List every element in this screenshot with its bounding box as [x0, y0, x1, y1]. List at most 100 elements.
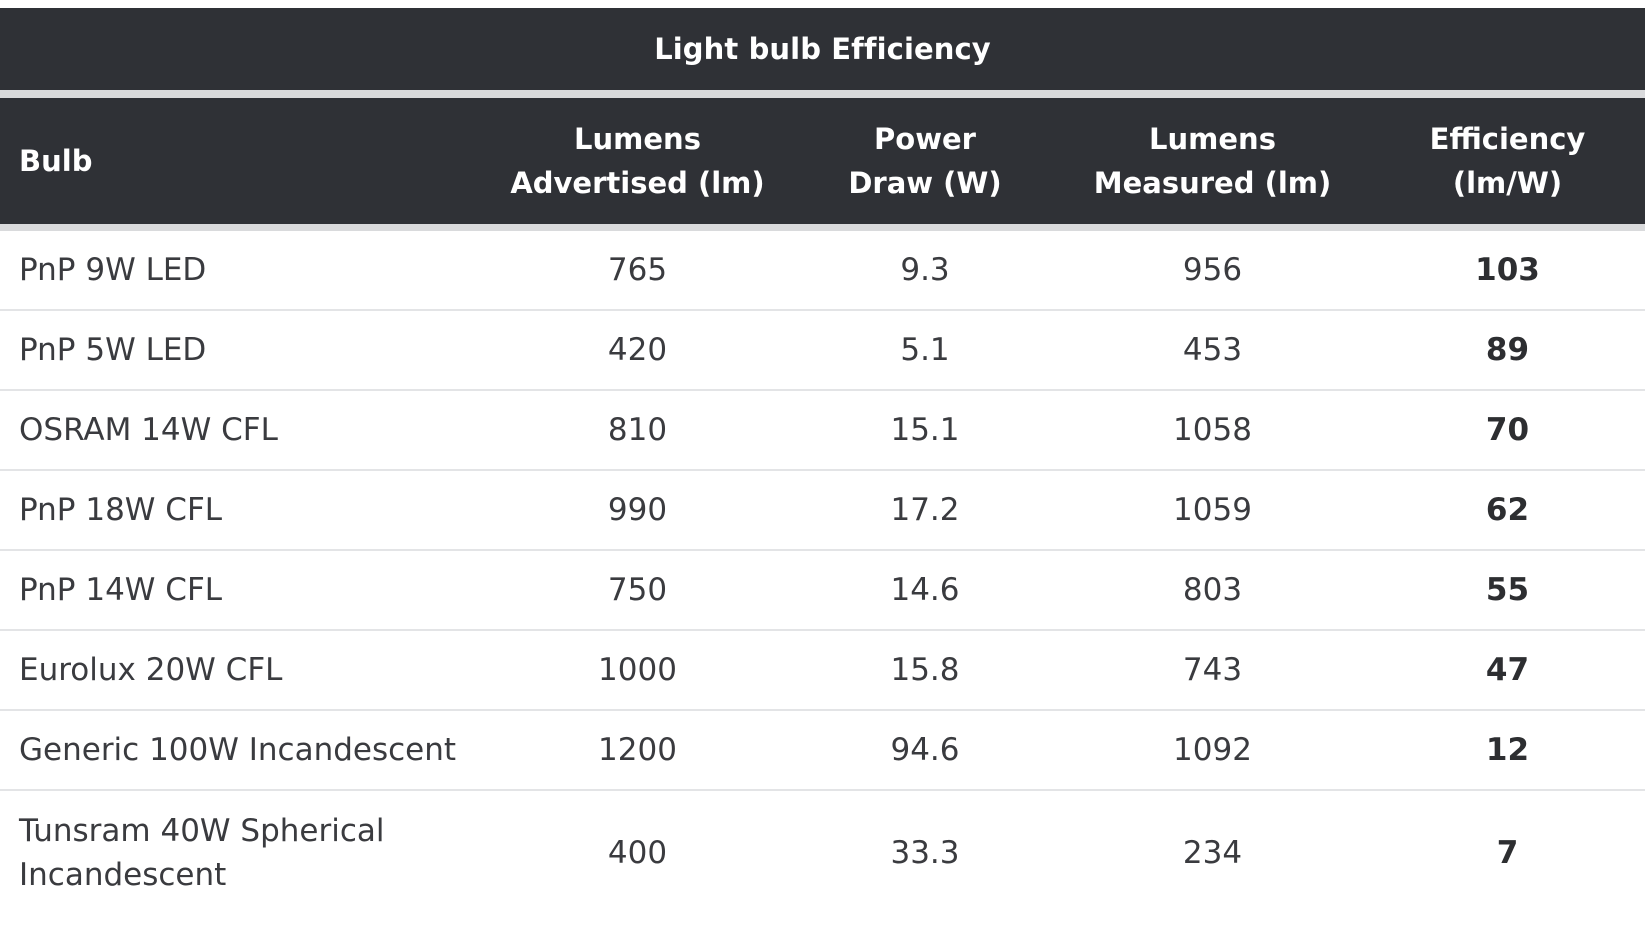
table-header-row: Bulb Lumens Advertised (lm) Power Draw (…	[0, 98, 1645, 224]
bulb-name: PnP 5W LED	[19, 332, 207, 368]
lumens-advertised-cell: 420	[480, 311, 795, 389]
efficiency-cell: 55	[1370, 551, 1645, 629]
lumens-advertised-value: 1000	[598, 652, 677, 688]
bulb-cell: Tunsram 40W Spherical Incandescent	[0, 791, 480, 915]
efficiency-value: 7	[1496, 835, 1519, 871]
power-draw-value: 94.6	[890, 732, 960, 768]
lumens-measured-value: 1059	[1173, 492, 1252, 528]
lumens-advertised-cell: 765	[480, 231, 795, 309]
table-row: Tunsram 40W Spherical Incandescent 400 3…	[0, 791, 1645, 915]
power-draw-value: 15.8	[890, 652, 960, 688]
lumens-measured-value: 956	[1182, 252, 1243, 288]
header-label-lumens-advertised: Lumens Advertised (lm)	[510, 122, 765, 200]
bulb-cell: PnP 9W LED	[0, 231, 480, 309]
header-cell-bulb: Bulb	[0, 98, 480, 224]
lumens-measured-cell: 234	[1055, 791, 1370, 915]
title-separator	[0, 90, 1645, 98]
header-label-bulb: Bulb	[19, 144, 93, 178]
bulb-name: PnP 14W CFL	[19, 572, 223, 608]
table-row: PnP 9W LED 765 9.3 956 103	[0, 231, 1645, 311]
efficiency-cell: 12	[1370, 711, 1645, 789]
power-draw-value: 17.2	[890, 492, 960, 528]
bulb-cell: PnP 18W CFL	[0, 471, 480, 549]
power-draw-cell: 17.2	[795, 471, 1055, 549]
power-draw-value: 33.3	[890, 835, 960, 871]
bulb-cell: PnP 5W LED	[0, 311, 480, 389]
bulb-name: PnP 9W LED	[19, 252, 207, 288]
header-cell-lumens-advertised: Lumens Advertised (lm)	[480, 98, 795, 224]
bulb-name: Tunsram 40W Spherical Incandescent	[19, 813, 385, 893]
efficiency-cell: 89	[1370, 311, 1645, 389]
lumens-measured-value: 453	[1182, 332, 1243, 368]
bulb-cell: Generic 100W Incandescent	[0, 711, 480, 789]
table-title: Light bulb Efficiency	[0, 8, 1645, 90]
power-draw-cell: 9.3	[795, 231, 1055, 309]
lumens-advertised-cell: 750	[480, 551, 795, 629]
lumens-advertised-value: 420	[607, 332, 668, 368]
header-cell-power-draw: Power Draw (W)	[795, 98, 1055, 224]
bulb-name: OSRAM 14W CFL	[19, 412, 278, 448]
efficiency-value: 103	[1475, 252, 1540, 288]
table-row: PnP 14W CFL 750 14.6 803 55	[0, 551, 1645, 631]
lumens-advertised-value: 990	[607, 492, 668, 528]
power-draw-value: 9.3	[900, 252, 950, 288]
lumens-measured-value: 1058	[1173, 412, 1252, 448]
lumens-advertised-value: 750	[607, 572, 668, 608]
header-label-lumens-measured: Lumens Measured (lm)	[1093, 122, 1332, 200]
table-row: OSRAM 14W CFL 810 15.1 1058 70	[0, 391, 1645, 471]
power-draw-cell: 15.1	[795, 391, 1055, 469]
power-draw-cell: 5.1	[795, 311, 1055, 389]
bulb-cell: PnP 14W CFL	[0, 551, 480, 629]
bulb-cell: OSRAM 14W CFL	[0, 391, 480, 469]
efficiency-cell: 62	[1370, 471, 1645, 549]
header-cell-lumens-measured: Lumens Measured (lm)	[1055, 98, 1370, 224]
power-draw-value: 14.6	[890, 572, 960, 608]
lumens-advertised-value: 1200	[598, 732, 677, 768]
header-cell-efficiency: Efficiency (lm/W)	[1370, 98, 1645, 224]
lumens-measured-value: 803	[1182, 572, 1243, 608]
efficiency-value: 62	[1485, 492, 1530, 528]
lumens-measured-value: 1092	[1173, 732, 1252, 768]
header-label-efficiency: Efficiency (lm/W)	[1429, 122, 1586, 200]
power-draw-value: 5.1	[900, 332, 950, 368]
lumens-measured-cell: 803	[1055, 551, 1370, 629]
table-row: PnP 5W LED 420 5.1 453 89	[0, 311, 1645, 391]
efficiency-value: 89	[1485, 332, 1530, 368]
efficiency-value: 12	[1485, 732, 1530, 768]
header-label-power-draw: Power Draw (W)	[848, 122, 1002, 200]
table-row: Eurolux 20W CFL 1000 15.8 743 47	[0, 631, 1645, 711]
table-body: PnP 9W LED 765 9.3 956 103 PnP 5W LED 42…	[0, 231, 1645, 945]
power-draw-cell: 14.6	[795, 551, 1055, 629]
lumens-advertised-value: 400	[607, 835, 668, 871]
efficiency-cell: 7	[1370, 791, 1645, 915]
efficiency-value: 70	[1485, 412, 1530, 448]
lumens-advertised-cell: 1000	[480, 631, 795, 709]
efficiency-value: 47	[1485, 652, 1530, 688]
lumens-measured-cell: 1059	[1055, 471, 1370, 549]
bulb-cell: Eurolux 20W CFL	[0, 631, 480, 709]
lumens-measured-value: 234	[1182, 835, 1243, 871]
power-draw-value: 15.1	[890, 412, 960, 448]
bulb-name: Eurolux 20W CFL	[19, 652, 283, 688]
lumens-advertised-cell: 400	[480, 791, 795, 915]
lumens-measured-cell: 1092	[1055, 711, 1370, 789]
power-draw-cell: 33.3	[795, 791, 1055, 915]
table-row: PnP 18W CFL 990 17.2 1059 62	[0, 471, 1645, 551]
table-row: Generic 100W Incandescent 1200 94.6 1092…	[0, 711, 1645, 791]
efficiency-cell: 47	[1370, 631, 1645, 709]
lumens-measured-value: 743	[1182, 652, 1243, 688]
lumens-measured-cell: 743	[1055, 631, 1370, 709]
efficiency-cell: 103	[1370, 231, 1645, 309]
lumens-advertised-value: 810	[607, 412, 668, 448]
lumens-advertised-cell: 990	[480, 471, 795, 549]
lumens-measured-cell: 956	[1055, 231, 1370, 309]
power-draw-cell: 15.8	[795, 631, 1055, 709]
bulb-name: Generic 100W Incandescent	[19, 732, 457, 768]
lumens-measured-cell: 1058	[1055, 391, 1370, 469]
header-separator	[0, 224, 1645, 231]
lumens-advertised-value: 765	[607, 252, 668, 288]
power-draw-cell: 94.6	[795, 711, 1055, 789]
lumens-advertised-cell: 810	[480, 391, 795, 469]
efficiency-cell: 70	[1370, 391, 1645, 469]
